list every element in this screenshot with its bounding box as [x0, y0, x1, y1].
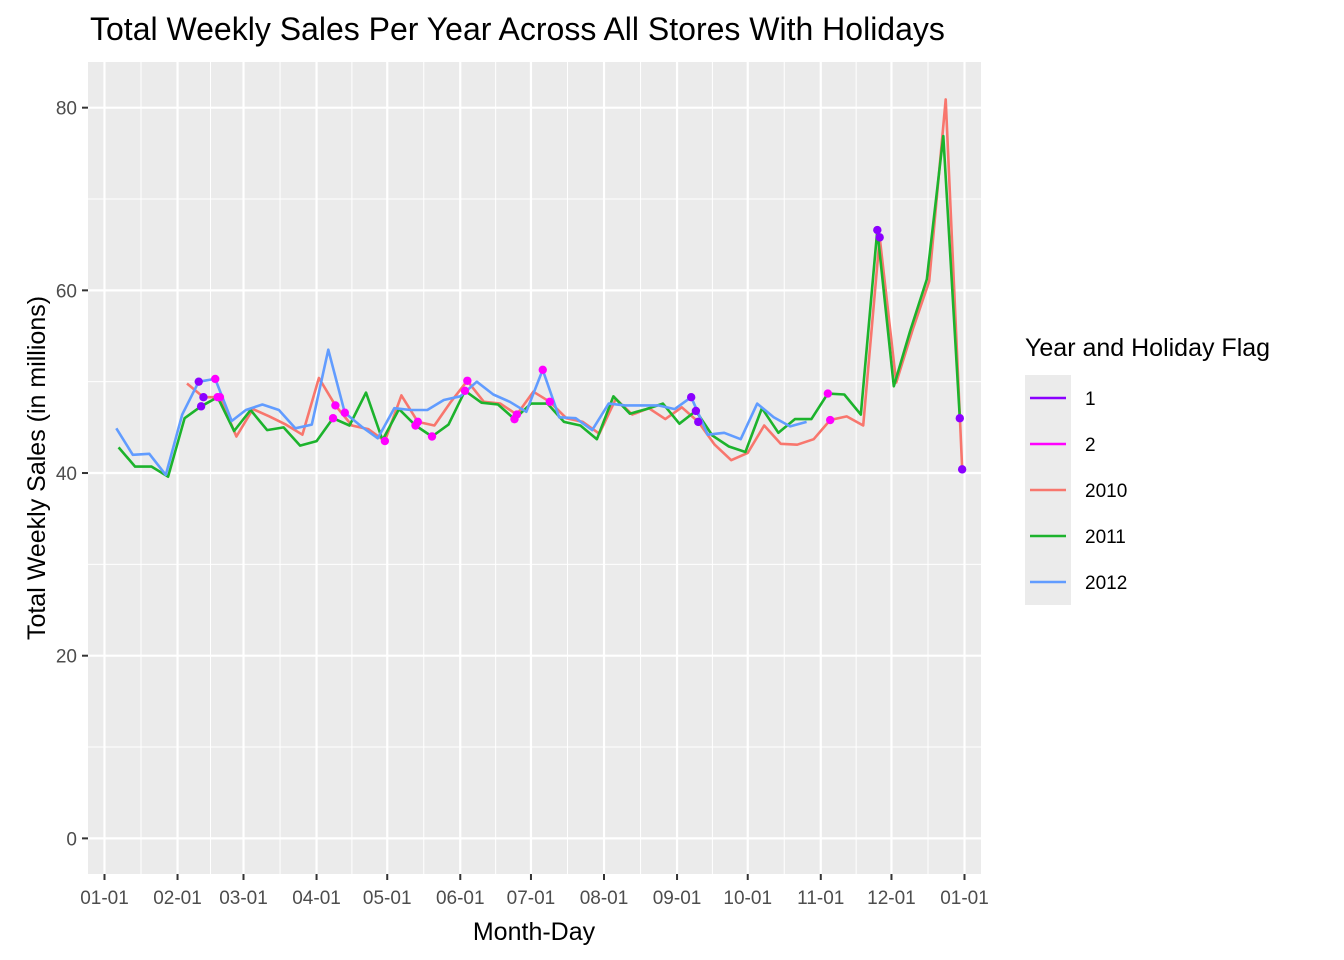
- x-tick-label: 01-01: [940, 888, 989, 909]
- legend: Year and Holiday Flag 1 2 2010 2011 2012: [1025, 334, 1270, 605]
- x-tick-label: 04-01: [292, 888, 341, 909]
- minor-gridlines: [88, 62, 981, 874]
- y-axis-title: Total Weekly Sales (in millions): [23, 296, 51, 640]
- plot-panel: [88, 62, 981, 874]
- legend-entries: 1 2 2010 2011 2012: [1030, 389, 1127, 594]
- x-tick-label: 12-01: [867, 888, 916, 909]
- y-tick-label: 60: [56, 281, 77, 302]
- y-tick-label: 40: [56, 464, 77, 485]
- holiday-marker-2: [413, 417, 423, 427]
- legend-label-2012: 2012: [1085, 573, 1127, 594]
- holiday-marker-1: [196, 402, 206, 411]
- x-tick-label: 05-01: [363, 888, 412, 909]
- x-tick-label: 07-01: [507, 888, 556, 909]
- major-gridlines: [88, 62, 981, 874]
- legend-label-1: 1: [1085, 389, 1096, 410]
- holiday-marker-2: [823, 389, 833, 398]
- chart-title: Total Weekly Sales Per Year Across All S…: [90, 11, 945, 47]
- y-tick-label: 80: [56, 99, 77, 120]
- holiday-marker-2: [211, 374, 220, 384]
- holiday-marker-2: [427, 432, 437, 441]
- x-axis-title: Month-Day: [473, 918, 596, 946]
- holiday-marker-2: [512, 410, 522, 419]
- x-tick-label: 01-01: [80, 888, 129, 909]
- holiday-marker-1: [873, 225, 882, 235]
- holiday-marker-2: [331, 401, 340, 410]
- y-tick-label: 20: [56, 647, 77, 668]
- holiday-marker-2: [463, 376, 472, 385]
- holiday-marker-1: [875, 233, 884, 242]
- holiday-marker-2: [380, 436, 390, 446]
- x-tick-label: 09-01: [653, 888, 702, 909]
- y-tick-label: 0: [66, 829, 77, 850]
- y-axis: 0 20 40 60 80: [56, 99, 88, 850]
- x-tick-label: 11-01: [797, 888, 844, 909]
- series-line-2011: [117, 134, 962, 479]
- holiday-marker-1: [686, 393, 696, 402]
- legend-label-2010: 2010: [1085, 481, 1127, 502]
- x-tick-label: 03-01: [219, 888, 268, 909]
- holiday-marker-1: [957, 465, 967, 474]
- holiday-marker-2: [340, 408, 350, 417]
- x-tick-label: 02-01: [153, 888, 202, 909]
- holiday-marker-1: [694, 417, 703, 427]
- holiday-marker-1: [194, 377, 203, 386]
- holiday-marker-2: [215, 393, 225, 402]
- holiday-marker-2: [460, 386, 470, 396]
- holiday-marker-1: [691, 406, 701, 416]
- holiday-marker-1: [199, 393, 208, 402]
- x-tick-label: 10-01: [723, 888, 772, 909]
- legend-label-2: 2: [1085, 435, 1096, 456]
- x-tick-label: 06-01: [436, 888, 485, 909]
- legend-title: Year and Holiday Flag: [1025, 334, 1270, 362]
- holiday-marker-2: [826, 415, 835, 425]
- x-axis: 01-01 02-01 03-01 04-01 05-01 06-01 07-01 08-01…: [80, 874, 989, 909]
- x-tick-label: 08-01: [580, 888, 629, 909]
- holiday-marker-1: [955, 414, 964, 423]
- legend-label-2011: 2011: [1085, 527, 1126, 548]
- holiday-marker-2: [328, 414, 338, 423]
- holiday-marker-2: [538, 365, 547, 375]
- holiday-marker-2: [545, 397, 555, 406]
- holiday-markers: [194, 225, 967, 474]
